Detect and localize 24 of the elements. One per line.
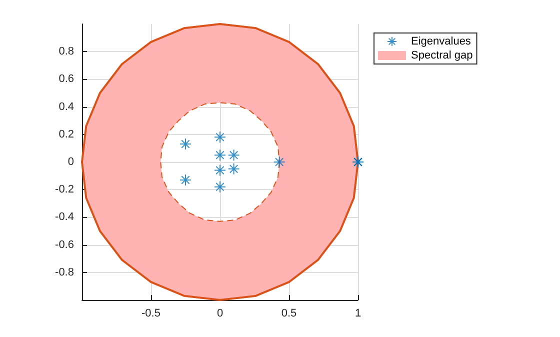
y-tick-label: -0.4 (55, 211, 74, 224)
point (180, 138, 192, 150)
point (214, 180, 226, 193)
y-tick-label: -0.2 (55, 184, 74, 196)
point (214, 164, 226, 176)
x-tick-label: 0.5 (281, 308, 297, 320)
point (214, 131, 226, 144)
x-tick-label: 0 (216, 308, 224, 320)
y-tick-label: -0.6 (55, 238, 74, 251)
y-tick-label: 0.2 (58, 128, 74, 140)
y-tick-label: 0.6 (58, 73, 74, 86)
y-tick-label: 0.4 (58, 100, 74, 113)
point (273, 156, 286, 168)
point (214, 149, 226, 162)
legend-label: Spectral gap (411, 50, 473, 62)
y-tick-label: -0.8 (55, 266, 74, 278)
point (228, 162, 240, 175)
y-tick-label: 0 (68, 156, 74, 168)
legend-label: Eigenvalues (411, 36, 472, 48)
point (180, 174, 192, 186)
x-tick-label: 1 (354, 308, 362, 320)
point (228, 149, 240, 162)
x-tick-label: -0.5 (142, 308, 160, 320)
y-tick-label: 0.8 (58, 46, 74, 58)
